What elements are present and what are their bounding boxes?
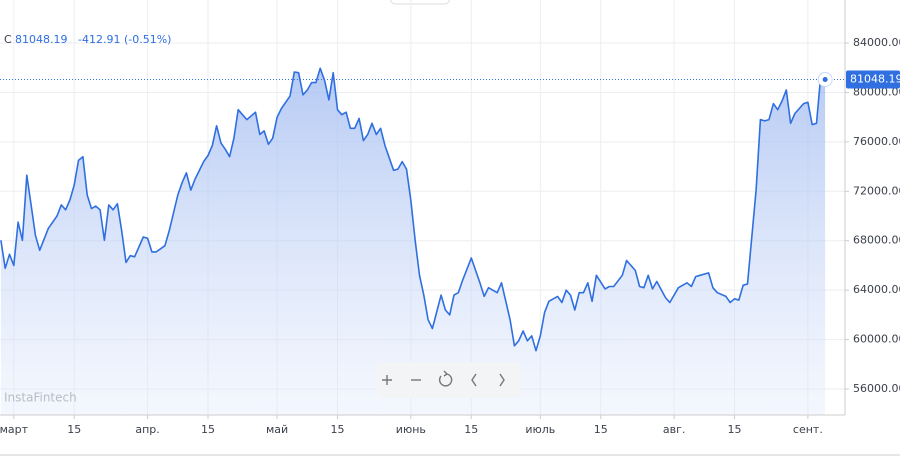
y-tick-label: 60000.00 — [853, 333, 900, 346]
x-tick-label: 15 — [464, 423, 478, 436]
x-tick-label: 15 — [201, 423, 215, 436]
y-tick-label: 72000.00 — [853, 184, 900, 197]
zoom-out-button[interactable] — [406, 366, 426, 394]
x-tick-label: 15 — [728, 423, 742, 436]
zoom-in-button[interactable] — [378, 366, 398, 394]
header-price: 81048.19 — [15, 33, 68, 46]
price-tag-label: 81048.19 — [850, 72, 900, 85]
y-tick-label: 56000.00 — [853, 382, 900, 395]
x-tick-label: май — [266, 423, 288, 436]
price-line — [0, 67, 826, 352]
x-tick-label: апр. — [135, 423, 159, 436]
controls-bg — [377, 362, 521, 398]
x-tick-label: март — [0, 423, 29, 436]
x-tick-label: авг. — [663, 423, 686, 436]
price-tag: 81048.19 — [846, 70, 900, 89]
price-tag-bg — [846, 70, 900, 89]
last-point — [822, 76, 828, 82]
y-tick-label: 64000.00 — [853, 283, 900, 296]
x-tick-label: июль — [525, 423, 555, 436]
header-change: -412.91 (-0.51%) — [78, 33, 171, 46]
x-tick-label: июнь — [396, 423, 426, 436]
y-tick-label: 84000.00 — [853, 36, 900, 49]
zoom-controls — [377, 362, 521, 398]
x-tick-label: 15 — [594, 423, 608, 436]
plot — [0, 67, 845, 416]
area-fill — [0, 68, 826, 416]
top-handle — [389, 0, 451, 5]
symbol: C — [4, 33, 12, 46]
scroll-left-button[interactable] — [464, 366, 484, 394]
y-tick-label: 80000.00 — [853, 85, 900, 98]
y-tick-label: 68000.00 — [853, 234, 900, 247]
x-tick-label: 15 — [67, 423, 81, 436]
x-tick-label: сент. — [793, 423, 823, 436]
x-tick-label: 15 — [330, 423, 344, 436]
y-tick-label: 76000.00 — [853, 135, 900, 148]
scroll-right-button[interactable] — [492, 366, 512, 394]
watermark: InstaFintech — [4, 391, 77, 405]
reset-button[interactable] — [435, 366, 455, 394]
